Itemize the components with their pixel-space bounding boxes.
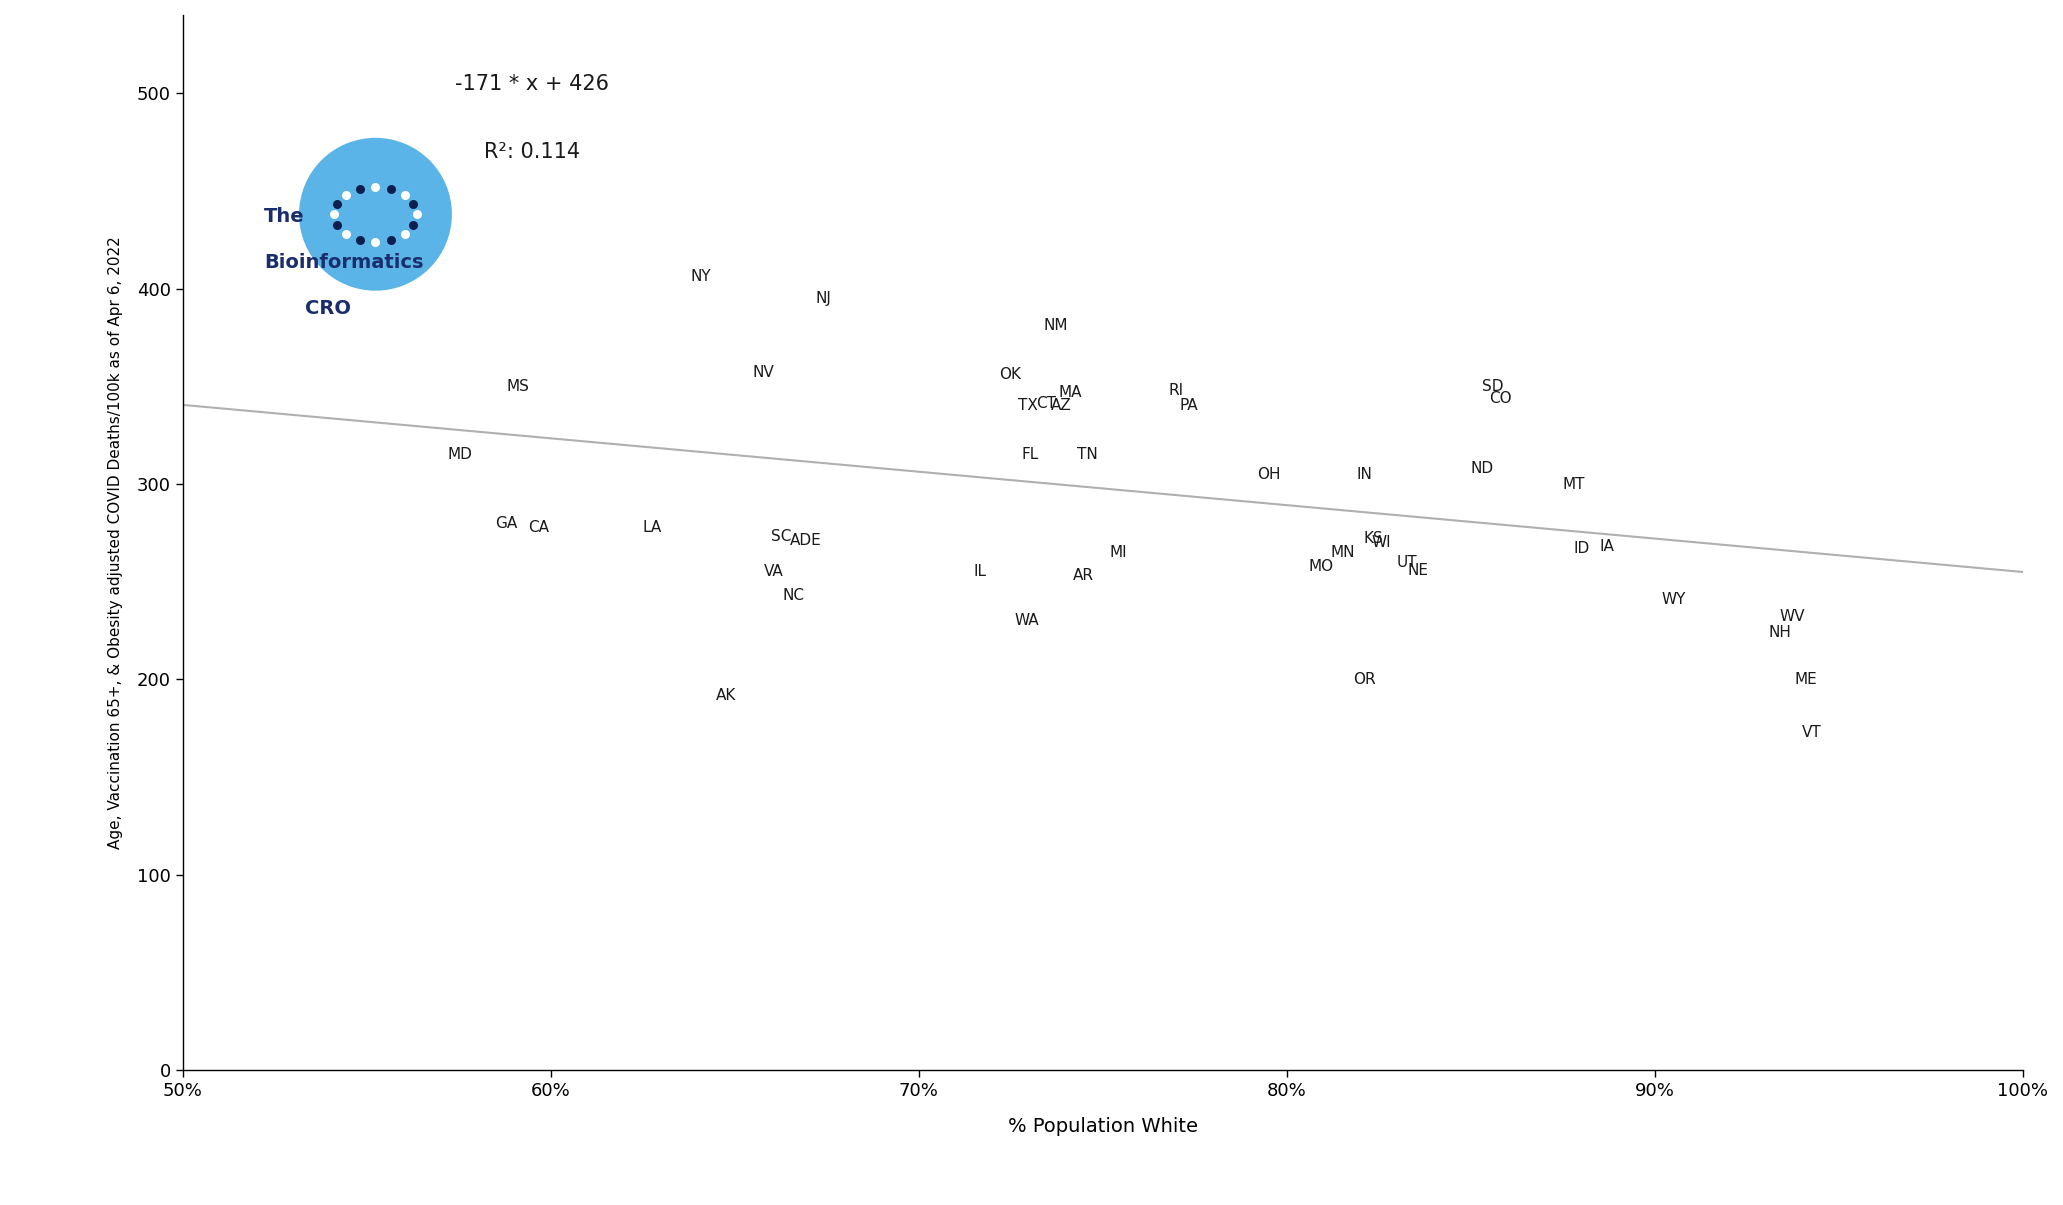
Text: NM: NM — [1044, 318, 1069, 334]
Text: UT: UT — [1397, 554, 1417, 570]
Text: NC: NC — [782, 588, 805, 602]
Text: ND: ND — [1471, 460, 1494, 476]
Text: CO: CO — [1489, 390, 1512, 406]
Text: PA: PA — [1180, 399, 1199, 413]
Text: FL: FL — [1021, 447, 1040, 463]
Text: AZ: AZ — [1050, 399, 1073, 413]
Text: OK: OK — [998, 368, 1021, 382]
Text: MD: MD — [448, 447, 472, 463]
Text: ID: ID — [1574, 541, 1591, 556]
Text: VA: VA — [763, 564, 784, 580]
Text: IN: IN — [1357, 466, 1372, 482]
Text: LA: LA — [642, 519, 662, 535]
Text: MT: MT — [1562, 476, 1584, 492]
Text: NH: NH — [1768, 625, 1791, 640]
Text: RI: RI — [1170, 383, 1184, 398]
Text: WY: WY — [1663, 592, 1685, 607]
Text: OH: OH — [1256, 466, 1281, 482]
Text: -171 * x + 426: -171 * x + 426 — [456, 74, 609, 94]
Text: SD: SD — [1481, 378, 1504, 394]
Text: OR: OR — [1353, 672, 1376, 687]
Text: GA: GA — [495, 516, 518, 530]
X-axis label: % Population White: % Population White — [1007, 1117, 1197, 1136]
Text: ME: ME — [1795, 672, 1818, 687]
Text: SC: SC — [772, 529, 792, 545]
Y-axis label: Age, Vaccination 65+, & Obesity adjusted COVID Deaths/100k as of Apr 6, 2022: Age, Vaccination 65+, & Obesity adjusted… — [107, 236, 124, 850]
Text: The: The — [264, 207, 305, 227]
Text: Bioinformatics: Bioinformatics — [264, 253, 423, 272]
Text: VT: VT — [1801, 724, 1822, 740]
Text: AK: AK — [716, 688, 736, 703]
Text: CA: CA — [528, 519, 549, 535]
Text: MS: MS — [505, 378, 530, 394]
Text: NV: NV — [753, 365, 776, 380]
Text: MN: MN — [1331, 545, 1355, 560]
Circle shape — [299, 137, 452, 290]
Text: NE: NE — [1407, 563, 1430, 577]
Text: KS: KS — [1364, 531, 1384, 546]
Text: AR: AR — [1073, 569, 1093, 583]
Text: R²: 0.114: R²: 0.114 — [485, 142, 580, 161]
Text: CT: CT — [1036, 396, 1056, 411]
Text: MA: MA — [1058, 384, 1081, 400]
Text: WA: WA — [1015, 613, 1040, 628]
Text: TN: TN — [1077, 447, 1098, 463]
Text: IA: IA — [1599, 539, 1613, 554]
Text: MO: MO — [1308, 559, 1333, 574]
Text: WI: WI — [1372, 535, 1390, 551]
Text: MI: MI — [1110, 545, 1128, 560]
Text: ADE: ADE — [790, 533, 821, 548]
Text: CRO: CRO — [305, 299, 351, 318]
Text: WV: WV — [1780, 610, 1805, 624]
Text: NY: NY — [691, 270, 712, 284]
Text: IL: IL — [974, 564, 986, 580]
Text: TX: TX — [1017, 399, 1038, 413]
Text: NJ: NJ — [815, 290, 831, 306]
